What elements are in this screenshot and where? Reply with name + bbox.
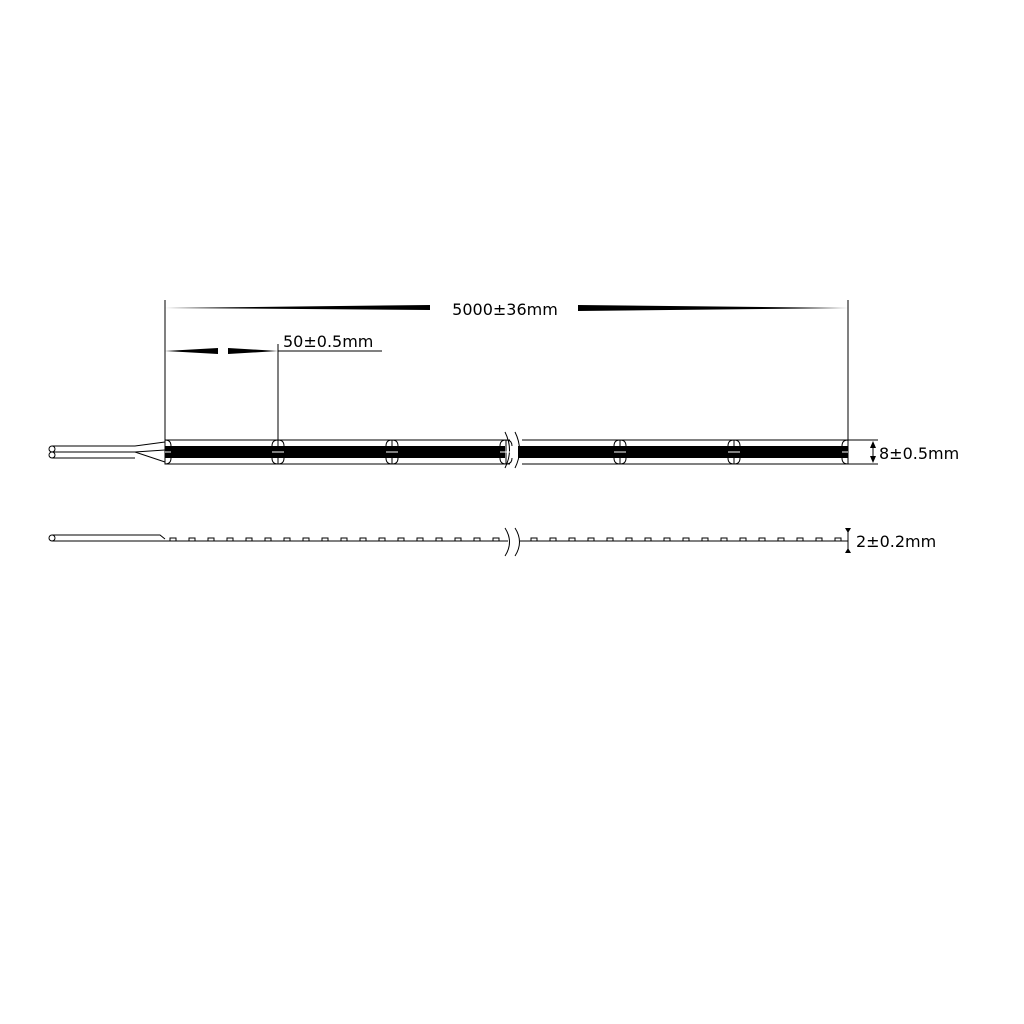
cut-arrow-right [228, 348, 278, 354]
strip-side-view [48, 527, 848, 557]
led-chip [378, 537, 386, 542]
led-chip [492, 537, 500, 542]
led-chip [606, 537, 614, 542]
cob-band-right [518, 446, 848, 458]
cut-mark [841, 439, 849, 465]
led-chip [758, 537, 766, 542]
led-chip [416, 537, 424, 542]
length-label: 5000±36mm [452, 300, 558, 319]
led-chip [815, 537, 823, 542]
led-chip [169, 537, 177, 542]
cut-mark [499, 439, 513, 465]
led-chip [188, 537, 196, 542]
led-chip [245, 537, 253, 542]
led-chip [644, 537, 652, 542]
led-chip [226, 537, 234, 542]
led-chip [321, 537, 329, 542]
led-chip [739, 537, 747, 542]
led-chip [359, 537, 367, 542]
cut-interval-label: 50±0.5mm [283, 332, 373, 351]
led-chip [625, 537, 633, 542]
cut-mark [613, 439, 627, 465]
led-chip [777, 537, 785, 542]
cut-arrow-left [165, 348, 218, 354]
led-chip [834, 537, 842, 542]
led-chip [435, 537, 443, 542]
led-chip [568, 537, 576, 542]
led-chip [663, 537, 671, 542]
cob-band-left [165, 446, 505, 458]
led-chip [587, 537, 595, 542]
led-chip [473, 537, 481, 542]
led-chip [340, 537, 348, 542]
led-chip [454, 537, 462, 542]
break-mark [504, 527, 520, 557]
led-chip [796, 537, 804, 542]
width-arrow [870, 441, 876, 463]
width-label: 8±0.5mm [879, 444, 959, 463]
led-chip [397, 537, 405, 542]
led-chip [302, 537, 310, 542]
led-chip [682, 537, 690, 542]
cut-mark [385, 439, 399, 465]
thickness-label: 2±0.2mm [856, 532, 936, 551]
led-chip [264, 537, 272, 542]
led-chip [530, 537, 538, 542]
break-mark [504, 431, 520, 469]
cut-mark [164, 439, 172, 465]
cut-mark [271, 439, 285, 465]
led-chip [207, 537, 215, 542]
length-arrow-left [165, 305, 430, 310]
led-chip [701, 537, 709, 542]
lead-wires-top [48, 441, 166, 463]
led-chip [720, 537, 728, 542]
led-chip [283, 537, 291, 542]
cut-mark [727, 439, 741, 465]
led-chip [549, 537, 557, 542]
thickness-arrow [845, 528, 851, 553]
length-arrow-right [578, 305, 848, 311]
